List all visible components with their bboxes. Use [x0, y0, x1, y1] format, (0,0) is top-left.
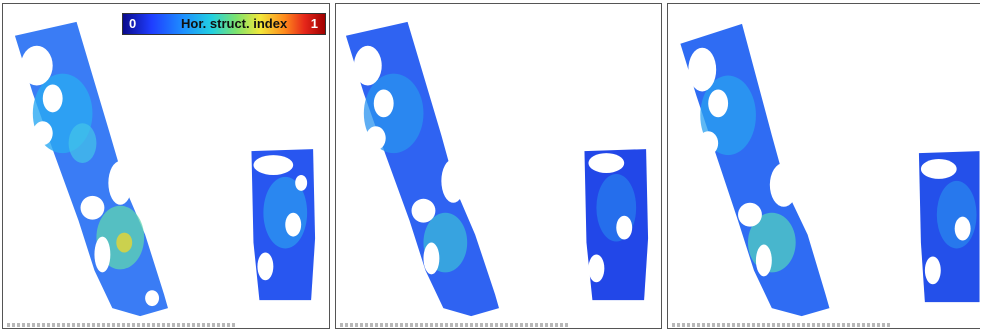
strip-right-3: [918, 151, 980, 303]
legend-max-label: 1: [310, 16, 318, 31]
strip-left-2: [345, 21, 499, 317]
structure-index-map-3: [680, 23, 980, 317]
panel-footer-text: [672, 323, 891, 327]
strip-left-3: [680, 23, 830, 317]
panel-footer-text: [340, 323, 568, 327]
structure-index-map-1: [14, 21, 316, 317]
strip-right-2: [584, 149, 649, 301]
strip-left-1: [14, 21, 168, 317]
strip-right-1: [251, 149, 316, 301]
map-panel-1: 0 Hor. struct. index 1: [2, 3, 330, 329]
colorbar-legend: 0 Hor. struct. index 1: [122, 13, 326, 35]
map-panel-2: [335, 3, 662, 329]
panel-footer-text: [7, 323, 236, 327]
legend-title: Hor. struct. index: [181, 16, 288, 31]
map-panel-3: [667, 3, 980, 329]
structure-index-map-2: [345, 21, 649, 317]
legend-min-label: 0: [129, 16, 137, 31]
